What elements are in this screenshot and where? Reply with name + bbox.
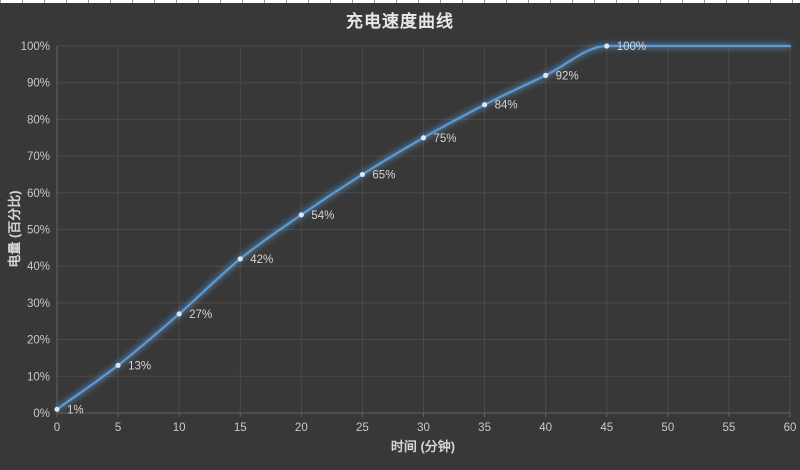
data-labels: 1% 13% 27% 42% 54% 65% 75% 84% 92% 100% <box>67 41 646 416</box>
y-tick-label: 100% <box>21 41 50 53</box>
data-label: 84% <box>495 100 518 112</box>
chart-title: 充电速度曲线 <box>346 12 454 31</box>
x-axis-title: 时间 (分钟) <box>390 439 456 454</box>
data-point-marker <box>298 212 304 218</box>
data-label: 75% <box>434 133 457 145</box>
data-point-marker <box>54 406 60 412</box>
y-tick-label: 20% <box>27 335 50 347</box>
data-point-marker <box>543 72 549 78</box>
gridlines <box>57 45 791 413</box>
data-point-marker <box>604 43 610 49</box>
data-label: 65% <box>372 169 395 181</box>
y-tick-labels: 0% 10% 20% 30% 40% 50% 60% 70% 80% 90% 100% <box>21 41 50 420</box>
data-point-marker <box>237 256 243 262</box>
x-tick-label: 40 <box>539 422 552 434</box>
data-label: 27% <box>189 309 212 321</box>
y-tick-label: 30% <box>27 298 50 310</box>
data-point-marker <box>359 171 366 178</box>
x-tick-label: 20 <box>295 422 308 434</box>
x-tick-label: 10 <box>173 422 186 434</box>
y-tick-label: 70% <box>27 151 50 163</box>
y-tick-label: 40% <box>27 261 50 273</box>
data-point-marker <box>115 362 121 368</box>
x-tick-label: 35 <box>478 422 491 434</box>
data-point-marker <box>420 135 427 141</box>
y-tick-label: 0% <box>33 408 50 420</box>
data-point-markers <box>54 43 610 412</box>
data-label: 1% <box>67 404 84 416</box>
data-point-marker <box>481 102 488 108</box>
top-edge-ruler <box>0 0 800 3</box>
data-label: 92% <box>556 70 579 82</box>
y-tick-label: 60% <box>27 188 50 200</box>
x-tick-label: 55 <box>723 422 736 434</box>
y-tick-label: 10% <box>27 371 50 383</box>
data-label: 13% <box>128 360 151 372</box>
data-label: 54% <box>311 210 334 222</box>
x-tick-label: 0 <box>54 422 60 434</box>
data-label: 42% <box>250 254 273 266</box>
y-tick-label: 80% <box>27 114 50 126</box>
x-tick-labels: 0 5 10 15 20 25 30 35 40 45 50 55 60 <box>54 413 797 434</box>
data-point-marker <box>176 311 182 317</box>
data-label: 100% <box>617 41 646 53</box>
y-tick-label: 50% <box>27 225 50 237</box>
x-tick-label: 30 <box>417 422 430 434</box>
x-tick-label: 25 <box>356 422 369 434</box>
x-tick-label: 5 <box>115 422 121 434</box>
x-tick-label: 60 <box>784 422 797 434</box>
x-tick-label: 45 <box>600 422 613 434</box>
x-tick-label: 50 <box>661 422 674 434</box>
x-tick-label: 15 <box>234 422 247 434</box>
y-tick-label: 90% <box>27 78 50 90</box>
